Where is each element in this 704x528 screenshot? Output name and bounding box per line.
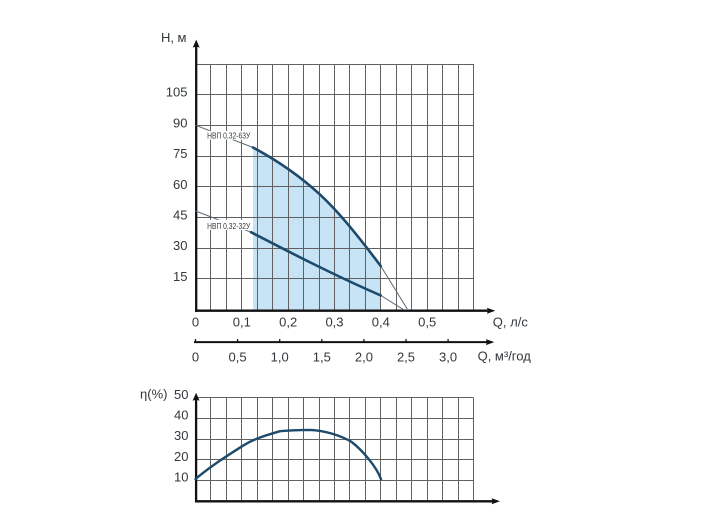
svg-text:50: 50	[174, 387, 188, 402]
svg-text:60: 60	[173, 177, 187, 192]
svg-text:0,5: 0,5	[418, 315, 436, 330]
svg-text:75: 75	[173, 146, 187, 161]
svg-text:20: 20	[174, 449, 188, 464]
svg-text:0,3: 0,3	[325, 315, 343, 330]
svg-text:15: 15	[173, 269, 187, 284]
svg-text:0: 0	[192, 315, 199, 330]
svg-text:2,0: 2,0	[355, 349, 373, 364]
svg-text:2,5: 2,5	[397, 349, 415, 364]
svg-text:105: 105	[166, 85, 188, 100]
svg-text:НВП 0,32-32У: НВП 0,32-32У	[207, 222, 251, 231]
svg-text:0,1: 0,1	[233, 315, 251, 330]
svg-text:30: 30	[173, 238, 187, 253]
svg-text:0: 0	[192, 349, 199, 364]
svg-text:3,0: 3,0	[439, 349, 457, 364]
svg-text:Q, л/с: Q, л/с	[493, 314, 529, 329]
svg-text:НВП 0,32-63У: НВП 0,32-63У	[207, 131, 251, 140]
svg-text:η(%): η(%)	[140, 387, 167, 402]
svg-text:H, м: H, м	[161, 30, 187, 45]
svg-text:40: 40	[174, 408, 188, 423]
svg-text:1,0: 1,0	[271, 349, 289, 364]
svg-text:0,2: 0,2	[279, 315, 297, 330]
svg-text:45: 45	[173, 207, 187, 222]
svg-text:30: 30	[174, 428, 188, 443]
svg-text:0,5: 0,5	[229, 349, 247, 364]
svg-text:1,5: 1,5	[313, 349, 331, 364]
svg-text:Q, м³/год: Q, м³/год	[478, 349, 532, 364]
svg-text:0,4: 0,4	[372, 315, 390, 330]
svg-text:90: 90	[173, 115, 187, 130]
svg-text:10: 10	[174, 469, 188, 484]
